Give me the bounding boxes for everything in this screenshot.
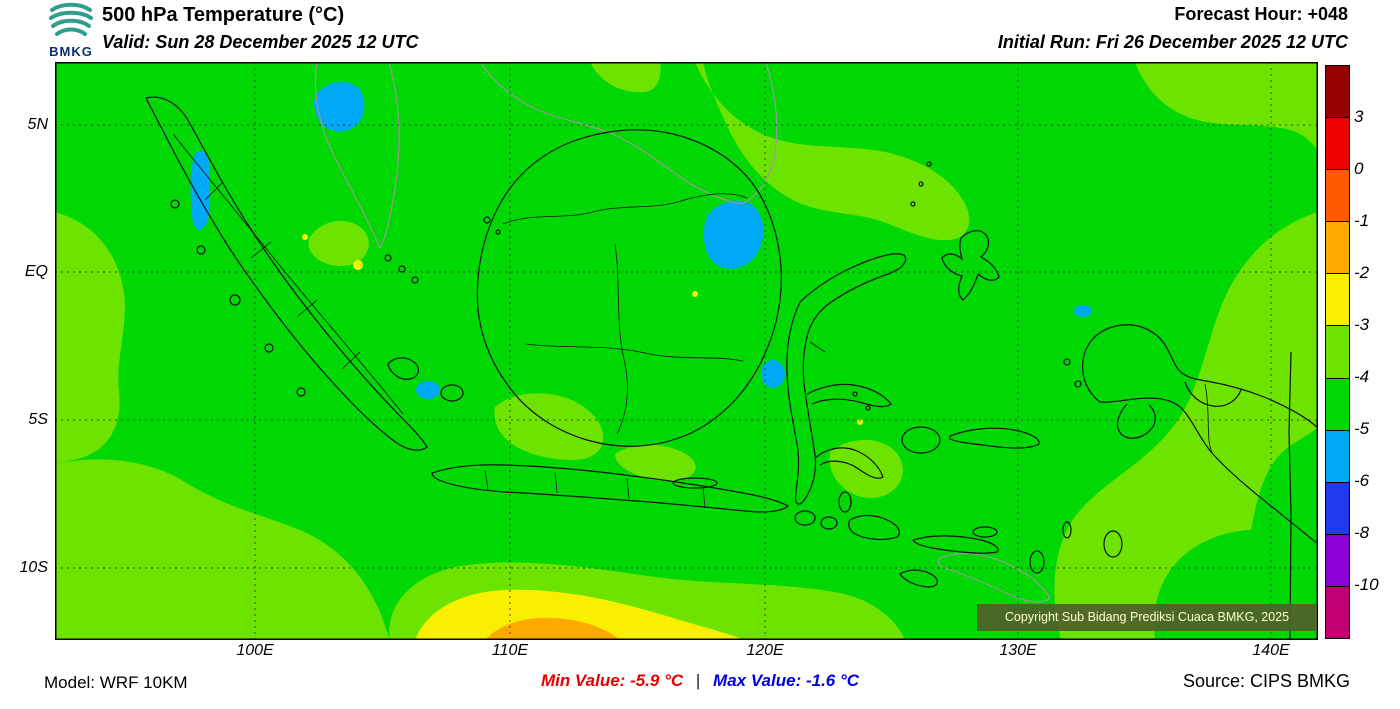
belitung-coastline	[440, 384, 464, 402]
aru-coastline	[1103, 530, 1123, 558]
legend-block	[1326, 481, 1349, 534]
legend-tick-label: -2	[1354, 263, 1370, 282]
field-lightgreen-regions	[55, 62, 1318, 640]
foreign-coastlines	[314, 62, 1051, 603]
bmkg-logo-label: BMKG	[49, 44, 93, 59]
lon-label-110e: 110E	[491, 642, 529, 659]
lat-label-5s: 5S	[28, 411, 48, 428]
timor-coastline	[937, 552, 1051, 603]
initial-run-label: Initial Run: Fri 26 December 2025 12 UTC	[997, 32, 1348, 52]
source-label: Source: CIPS BMKG	[1182, 671, 1350, 691]
max-value-label: Max Value:	[713, 671, 802, 690]
lon-label-130e: 130E	[999, 642, 1037, 659]
lon-label-100e: 100E	[236, 642, 274, 659]
legend-tick-label: -5	[1354, 419, 1370, 438]
field-cyan-regions	[190, 81, 1092, 399]
min-value-label: Min Value:	[540, 671, 626, 690]
papua-coastline	[1082, 324, 1318, 545]
legend-block	[1326, 169, 1349, 222]
borneo-coastline	[476, 129, 782, 447]
model-label: Model: WRF 10KM	[44, 673, 188, 692]
sumbawa-coastline	[848, 514, 900, 540]
buton-coastline	[838, 491, 852, 513]
lat-label-5n: 5N	[27, 116, 48, 133]
legend-tick-label: -6	[1354, 471, 1370, 490]
bmkg-logo-icon	[49, 2, 93, 36]
sumba-coastline	[899, 569, 938, 588]
min-value: -5.9 °C	[630, 671, 684, 690]
legend-tick-label: 3	[1354, 107, 1364, 126]
sulawesi-coastline	[786, 253, 907, 505]
lon-label-140e: 140E	[1252, 642, 1290, 659]
wetar-coastline	[972, 526, 998, 538]
legend-tick-label: -1	[1354, 211, 1370, 230]
map-frame	[55, 62, 1318, 640]
legend-block	[1326, 273, 1349, 326]
field-yellow-regions	[302, 234, 863, 640]
legend-tick-label: -10	[1354, 575, 1379, 594]
indochina-coastline	[479, 62, 741, 205]
malay-peninsula-coastline	[314, 62, 400, 250]
java-coastline	[431, 464, 790, 513]
legend-block	[1326, 585, 1349, 639]
lombok-coastline	[820, 516, 838, 530]
kai-coastline	[1062, 521, 1072, 539]
page-title: 500 hPa Temperature (°C)	[102, 4, 345, 26]
copyright-notice: Copyright Sub Bidang Prediksi Cuaca BMKG…	[977, 604, 1317, 631]
seram-coastline	[949, 427, 1040, 449]
halmahera-coastline	[941, 230, 1000, 301]
png-border	[1288, 351, 1292, 640]
lat-label-eq: EQ	[24, 263, 48, 280]
legend-block	[1326, 117, 1349, 170]
indonesia-coastlines	[145, 96, 1318, 640]
valid-time-label: Valid: Sun 28 December 2025 12 UTC	[102, 32, 419, 52]
forecast-hour-label: Forecast Hour: +048	[1174, 4, 1348, 24]
legend-block	[1326, 429, 1349, 482]
legend-block	[1326, 66, 1349, 118]
value-separator: |	[695, 671, 701, 690]
min-max-values: Min Value: -5.9 °C | Max Value: -1.6 °C	[0, 671, 1400, 691]
temperature-map	[55, 62, 1318, 640]
bali-coastline	[794, 510, 816, 526]
legend-tick-label: -3	[1354, 315, 1370, 334]
bangka-coastline	[387, 357, 420, 380]
legend-tick-label: -8	[1354, 523, 1370, 542]
legend-block	[1326, 325, 1349, 378]
flores-coastline	[912, 535, 999, 554]
legend-block	[1326, 221, 1349, 274]
tanimbar-coastline	[1029, 550, 1045, 574]
legend-block	[1326, 533, 1349, 586]
max-value: -1.6 °C	[805, 671, 860, 690]
buru-coastline	[901, 426, 941, 454]
field-orange-region	[485, 617, 620, 640]
legend-tick-label: -4	[1354, 367, 1370, 386]
lat-label-10s: 10S	[19, 559, 48, 576]
madura-coastline	[672, 477, 718, 489]
sumatra-coastline	[145, 96, 428, 451]
temperature-colorbar	[1325, 65, 1350, 639]
graticule-gridlines	[55, 62, 1318, 640]
bmkg-logo: BMKG	[42, 2, 100, 60]
lon-label-120e: 120E	[746, 642, 784, 659]
legend-block	[1326, 377, 1349, 430]
legend-tick-label: 0	[1354, 159, 1364, 178]
